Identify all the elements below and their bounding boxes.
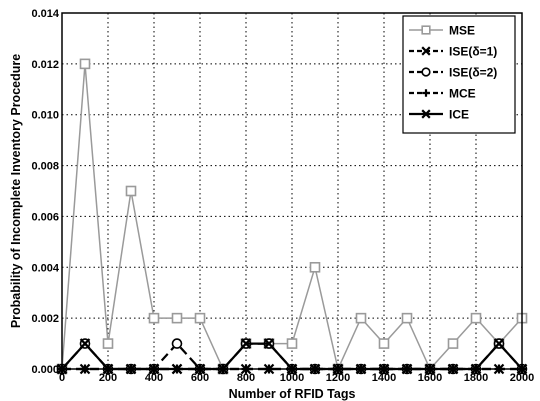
data-point-marker bbox=[171, 312, 183, 324]
x-tick-label: 2000 bbox=[510, 372, 534, 384]
x-tick-label: 1600 bbox=[418, 372, 442, 384]
data-point-marker bbox=[401, 312, 413, 324]
data-point-marker bbox=[422, 89, 430, 97]
y-tick-label: 0.002 bbox=[31, 313, 59, 325]
y-tick-label: 0.006 bbox=[31, 211, 59, 223]
data-point-marker bbox=[421, 109, 431, 119]
x-tick-label: 1200 bbox=[326, 372, 350, 384]
data-point-marker bbox=[79, 58, 91, 70]
y-tick-label: 0.014 bbox=[31, 8, 59, 20]
data-point-marker bbox=[447, 338, 459, 349]
legend-label: ISE(δ=1) bbox=[449, 45, 497, 59]
legend-entry: MCE bbox=[409, 87, 476, 101]
data-point-marker bbox=[470, 312, 482, 324]
x-axis-ticks: 0 200 400 600 800 1000 1200 1400 1600 1800 2000 bbox=[59, 372, 534, 384]
y-tick-label: 0.000 bbox=[31, 364, 59, 376]
plot-frame bbox=[61, 12, 523, 370]
data-point-marker bbox=[493, 338, 505, 349]
legend-label: MCE bbox=[449, 87, 476, 101]
data-point-marker bbox=[194, 312, 206, 324]
y-tick-label: 0.004 bbox=[31, 262, 59, 274]
legend-label: ICE bbox=[449, 108, 469, 122]
data-point-marker bbox=[378, 338, 390, 349]
data-point-marker bbox=[171, 338, 183, 349]
x-tick-label: 1000 bbox=[280, 372, 304, 384]
y-axis-label: Probability of Incomplete Inventory Proc… bbox=[9, 54, 23, 328]
x-axis-label: Number of RFID Tags bbox=[229, 387, 356, 401]
data-point-marker bbox=[355, 312, 367, 324]
x-tick-label: 600 bbox=[191, 372, 209, 384]
y-tick-label: 0.012 bbox=[31, 59, 59, 71]
x-tick-label: 800 bbox=[237, 372, 255, 384]
x-tick-label: 1800 bbox=[464, 372, 488, 384]
x-tick-label: 0 bbox=[59, 372, 65, 384]
legend-entry: MSE bbox=[409, 24, 475, 38]
data-point-marker bbox=[102, 338, 114, 349]
legend: MSE ISE(δ=1) ISE(δ=2) MCE ICE bbox=[402, 15, 516, 134]
y-axis-ticks: 0.000 0.002 0.004 0.006 0.008 0.010 0.012 0.014 bbox=[31, 8, 59, 376]
legend-label: MSE bbox=[449, 24, 475, 38]
data-point-marker bbox=[421, 25, 431, 35]
y-tick-label: 0.008 bbox=[31, 161, 59, 173]
legend-entry: ICE bbox=[409, 108, 469, 122]
legend-entry: ISE(δ=1) bbox=[409, 45, 497, 59]
data-point-marker bbox=[421, 67, 431, 77]
data-point-marker bbox=[286, 338, 298, 349]
data-point-marker bbox=[125, 185, 137, 197]
data-point-marker bbox=[421, 46, 431, 56]
x-tick-label: 1400 bbox=[372, 372, 396, 384]
data-point-marker bbox=[240, 338, 252, 349]
data-point-marker bbox=[263, 338, 275, 349]
x-tick-label: 400 bbox=[145, 372, 163, 384]
legend-label: ISE(δ=2) bbox=[449, 66, 497, 80]
data-point-marker bbox=[79, 338, 91, 349]
legend-entry: ISE(δ=2) bbox=[409, 66, 497, 80]
data-point-marker bbox=[309, 261, 321, 273]
x-tick-label: 200 bbox=[99, 372, 117, 384]
data-point-marker bbox=[148, 312, 160, 324]
y-tick-label: 0.010 bbox=[31, 110, 59, 122]
